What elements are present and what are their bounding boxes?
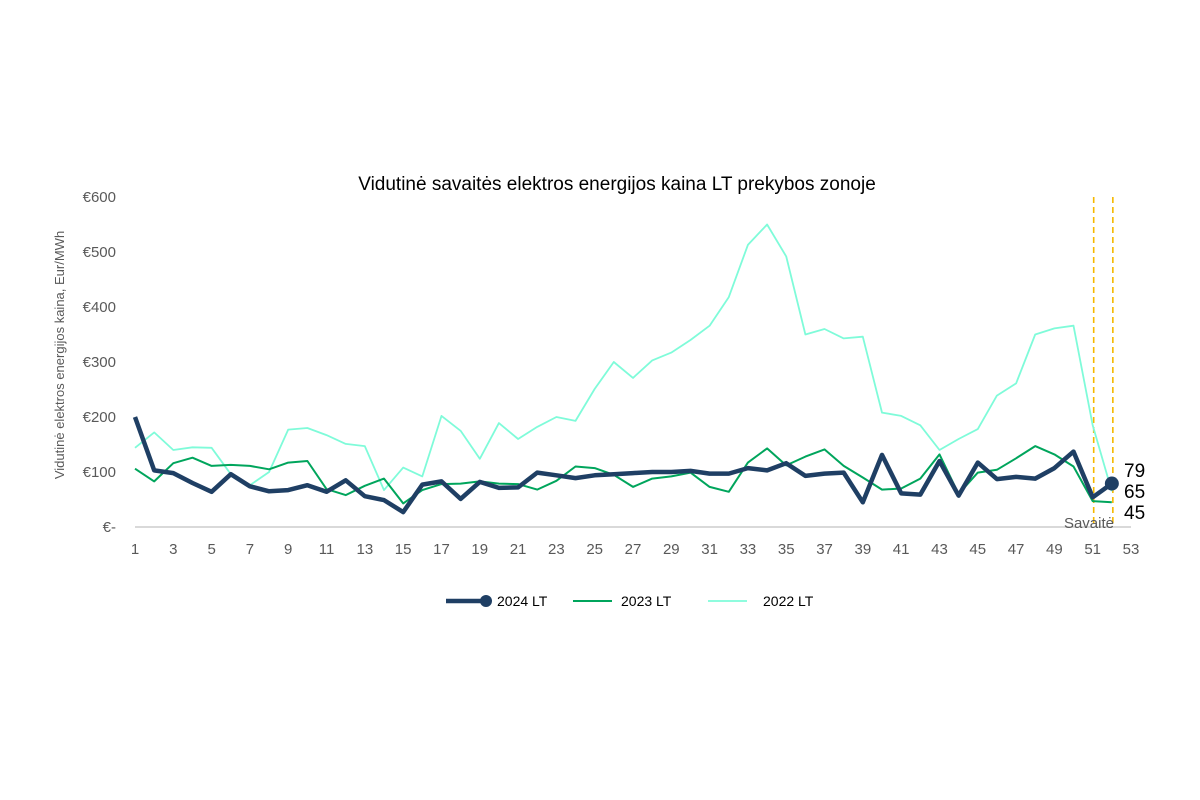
x-tick-label: 53: [1123, 541, 1140, 558]
x-tick-label: 15: [395, 541, 412, 558]
legend-marker: [480, 595, 492, 607]
x-tick-label: 49: [1046, 541, 1063, 558]
x-tick-label: 11: [319, 541, 335, 558]
end-value-label: 79: [1124, 461, 1145, 482]
x-tick-label: 29: [663, 541, 680, 558]
chart-title: Vidutinė savaitės elektros energijos kai…: [358, 174, 876, 195]
x-tick-label: 27: [625, 541, 642, 558]
legend-label: 2023 LT: [621, 593, 672, 609]
highlight-weeks: [1092, 197, 1114, 527]
y-axis-ticks: €- €100 €200 €300 €400 €500 €600: [83, 189, 116, 536]
x-tick-label: 39: [855, 541, 872, 558]
x-tick-label: 19: [471, 541, 488, 558]
x-tick-label: 41: [893, 541, 910, 558]
series-layer: [132, 223, 1119, 515]
series-line-2022-lt: [134, 223, 1113, 492]
x-tick-label: 17: [433, 541, 450, 558]
x-tick-label: 43: [931, 541, 948, 558]
legend-label: 2024 LT: [497, 593, 548, 609]
x-tick-label: 47: [1008, 541, 1025, 558]
x-tick-label: 21: [510, 541, 527, 558]
x-tick-label: 33: [740, 541, 757, 558]
x-tick-label: 23: [548, 541, 565, 558]
y-tick-label: €-: [103, 519, 116, 536]
y-tick-label: €600: [83, 189, 116, 206]
x-tick-label: 5: [207, 541, 215, 558]
y-tick-label: €200: [83, 409, 116, 426]
end-value-label: 45: [1124, 503, 1145, 524]
y-tick-label: €100: [83, 464, 116, 481]
y-axis-label: Vidutinė elektros energijos kaina, Eur/M…: [52, 231, 67, 479]
x-tick-label: 45: [969, 541, 986, 558]
x-tick-label: 13: [357, 541, 374, 558]
y-tick-label: €500: [83, 244, 116, 261]
x-tick-label: 31: [701, 541, 718, 558]
y-tick-label: €300: [83, 354, 116, 371]
x-tick-label: 1: [131, 541, 139, 558]
x-tick-label: 51: [1084, 541, 1101, 558]
legend-label: 2022 LT: [763, 593, 814, 609]
y-tick-label: €400: [83, 299, 116, 316]
x-tick-label: 37: [816, 541, 833, 558]
legend: 2024 LT 2023 LT 2022 LT: [446, 593, 814, 609]
x-axis-title: Savaitė: [1064, 515, 1114, 532]
x-tick-label: 35: [778, 541, 795, 558]
x-axis-ticks: 1 3 5 7 9 11 13 15 17 19 21 23 25 27 29 31 33 35 37 39 41 43 4…: [131, 541, 1140, 558]
end-value-label: 65: [1124, 482, 1145, 503]
x-tick-label: 25: [586, 541, 603, 558]
series-line-2024-lt: [132, 416, 1114, 515]
series-end-marker: [1104, 476, 1119, 491]
x-tick-label: 7: [246, 541, 254, 558]
x-tick-label: 9: [284, 541, 292, 558]
x-tick-label: 3: [169, 541, 177, 558]
